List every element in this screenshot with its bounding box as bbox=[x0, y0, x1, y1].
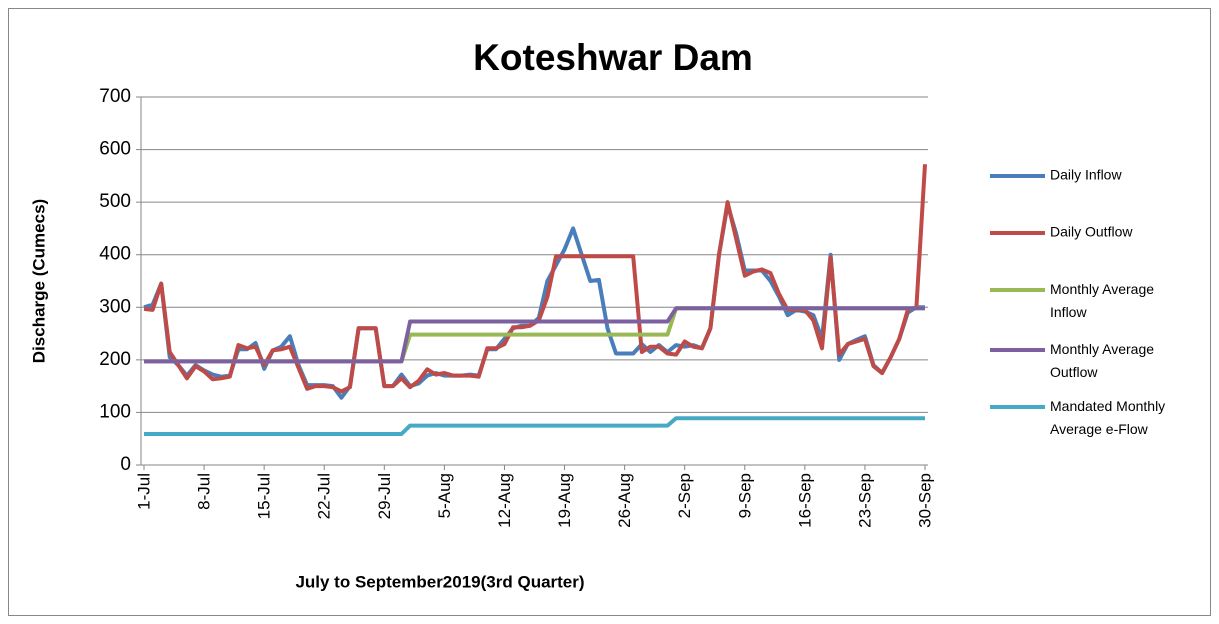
x-tick-label: 15-Jul bbox=[255, 473, 274, 519]
legend-label: Monthly Average Inflow bbox=[1050, 281, 1154, 320]
x-axis-label: July to September2019(3rd Quarter) bbox=[295, 572, 584, 591]
y-tick-label: 200 bbox=[99, 349, 131, 370]
x-tick-label: 30-Sep bbox=[916, 473, 935, 528]
y-tick-label: 100 bbox=[99, 401, 131, 422]
x-tick-label: 22-Jul bbox=[315, 473, 334, 519]
legend-label: Mandated Monthly Average e-Flow bbox=[1050, 398, 1165, 437]
x-tick-label: 12-Aug bbox=[495, 473, 514, 528]
legend-label: Daily Outflow bbox=[1050, 224, 1133, 240]
series-line bbox=[144, 306, 925, 364]
legend-label: Daily Inflow bbox=[1050, 167, 1122, 183]
legend-label: Monthly Average Outflow bbox=[1050, 341, 1154, 380]
chart-title: Koteshwar Dam bbox=[473, 37, 753, 78]
y-tick-label: 700 bbox=[99, 86, 131, 107]
x-tick-label: 26-Aug bbox=[615, 473, 634, 528]
x-tick-label: 19-Aug bbox=[555, 473, 574, 528]
x-tick-label: 2-Sep bbox=[675, 473, 694, 518]
y-tick-label: 0 bbox=[120, 454, 131, 475]
x-tick-label: 5-Aug bbox=[435, 473, 454, 518]
y-axis-label: Discharge (Cumecs) bbox=[29, 199, 48, 363]
chart-border bbox=[8, 8, 1211, 616]
y-tick-label: 500 bbox=[99, 191, 131, 212]
x-tick-label: 23-Sep bbox=[855, 473, 874, 528]
y-tick-label: 600 bbox=[99, 139, 131, 160]
x-tick-label: 8-Jul bbox=[195, 473, 214, 510]
series-line bbox=[144, 416, 925, 436]
x-tick-label: 29-Jul bbox=[375, 473, 394, 519]
x-tick-label: 9-Sep bbox=[735, 473, 754, 518]
y-tick-label: 300 bbox=[99, 296, 131, 317]
x-tick-label: 16-Sep bbox=[795, 473, 814, 528]
y-tick-label: 400 bbox=[99, 244, 131, 265]
x-tick-label: 1-Jul bbox=[135, 473, 154, 510]
